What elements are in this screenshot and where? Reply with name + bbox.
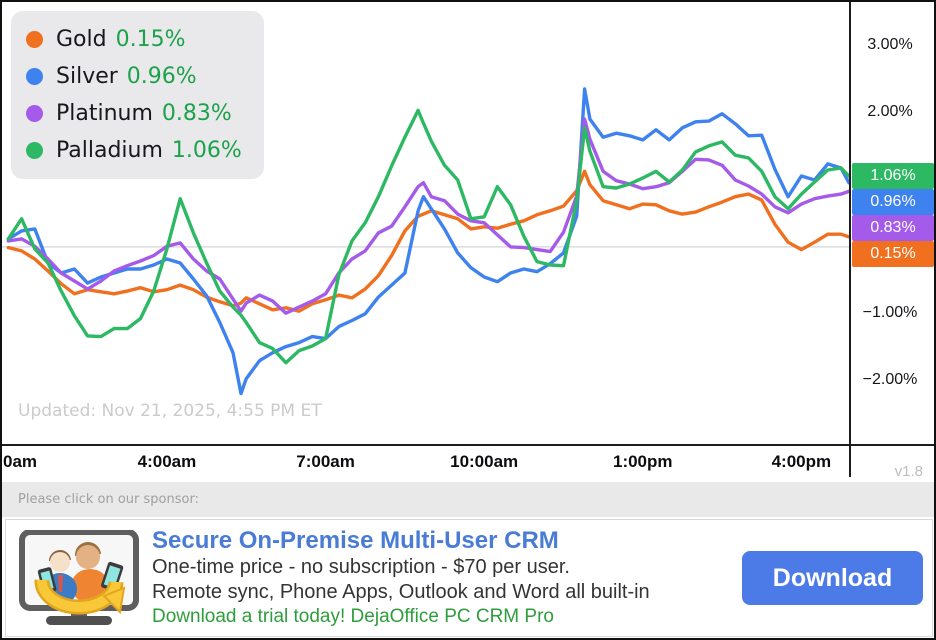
ad-line-1: One-time price - no subscription - $70 p… (152, 556, 570, 578)
legend-item-platinum: Platinum 0.83% (26, 97, 242, 130)
y-axis-line (849, 2, 851, 477)
chart-plot-area (2, 87, 850, 396)
y-tick-label: −2.00% (862, 370, 918, 388)
legend-label: Platinum (56, 101, 153, 126)
x-tick-label: 4:00pm (771, 452, 832, 471)
y-tick-label: 2.00% (867, 103, 913, 121)
x-tick-label: 0am (3, 452, 38, 471)
ad-title[interactable]: Secure On-Premise Multi-User CRM (152, 527, 559, 554)
y-tick-label: 3.00% (867, 36, 913, 54)
legend-dot-gold (26, 31, 43, 48)
legend-value: 0.96% (126, 64, 197, 89)
crm-sync-illustration (19, 530, 139, 625)
updated-timestamp: Updated: Nov 21, 2025, 4:55 PM ET (18, 401, 322, 421)
series-line-platinum (6, 117, 850, 315)
series-line-silver (6, 87, 850, 396)
current-value-badge-0.15%: 0.15% (852, 240, 934, 267)
ad-line-2: Remote sync, Phone Apps, Outlook and Wor… (152, 581, 650, 603)
series-line-palladium (6, 108, 850, 365)
x-tick-label: 10:00am (450, 452, 519, 471)
current-value-badge-1.06%: 1.06% (852, 162, 934, 189)
legend-label: Palladium (56, 138, 163, 163)
legend-value: 0.83% (161, 101, 232, 126)
ad-trial-link[interactable]: Download a trial today! DejaOffice PC CR… (152, 606, 554, 627)
ad-copy: Secure On-Premise Multi-User CRM One-tim… (152, 527, 742, 629)
x-tick-label: 1:00pm (612, 452, 673, 471)
legend-value: 0.15% (115, 27, 186, 52)
legend-item-palladium: Palladium 1.06% (26, 134, 242, 167)
legend-dot-platinum (26, 105, 43, 122)
legend-item-gold: Gold 0.15% (26, 23, 242, 56)
legend-item-silver: Silver 0.96% (26, 60, 242, 93)
current-value-badge-0.96%: 0.96% (852, 188, 934, 215)
y-tick-label: −1.00% (862, 303, 918, 321)
chart-legend: Gold 0.15% Silver 0.96% Platinum 0.83% Palladi… (11, 11, 264, 179)
sponsor-prompt: Please click on our sponsor: (2, 482, 934, 517)
x-tick-label: 7:00am (296, 452, 355, 471)
legend-value: 1.06% (171, 138, 242, 163)
series-line-gold (6, 169, 850, 313)
download-button[interactable]: Download (742, 551, 923, 605)
legend-label: Gold (56, 27, 107, 52)
x-tick-label: 4:00am (137, 452, 197, 471)
version-label: v1.8 (894, 463, 923, 480)
legend-dot-palladium (26, 142, 43, 159)
x-axis-line (2, 444, 934, 446)
sponsor-ad[interactable]: Secure On-Premise Multi-User CRM One-tim… (5, 519, 933, 637)
current-value-badge-0.83%: 0.83% (852, 214, 934, 241)
legend-dot-silver (26, 68, 43, 85)
legend-label: Silver (56, 64, 118, 89)
